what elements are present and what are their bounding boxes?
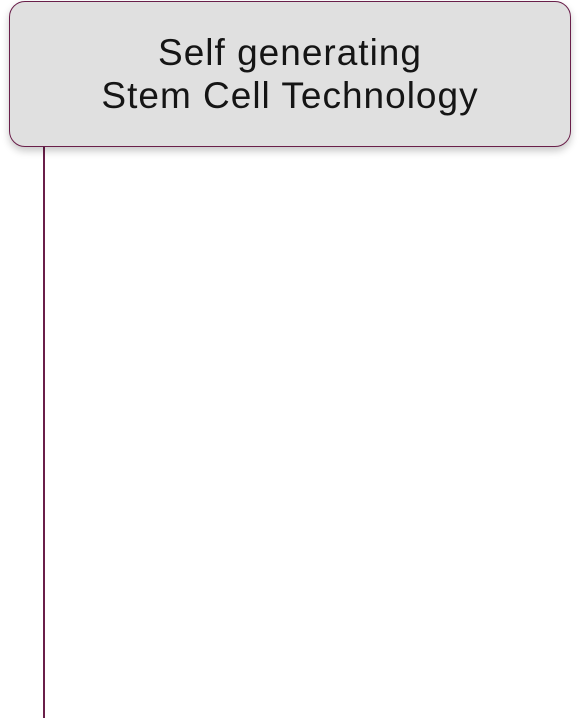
title-card: Self generating Stem Cell Technology <box>9 1 571 147</box>
title-line-2: Stem Cell Technology <box>101 75 479 116</box>
title-line-1: Self generating <box>158 32 422 73</box>
vertical-connector-line <box>43 146 45 718</box>
